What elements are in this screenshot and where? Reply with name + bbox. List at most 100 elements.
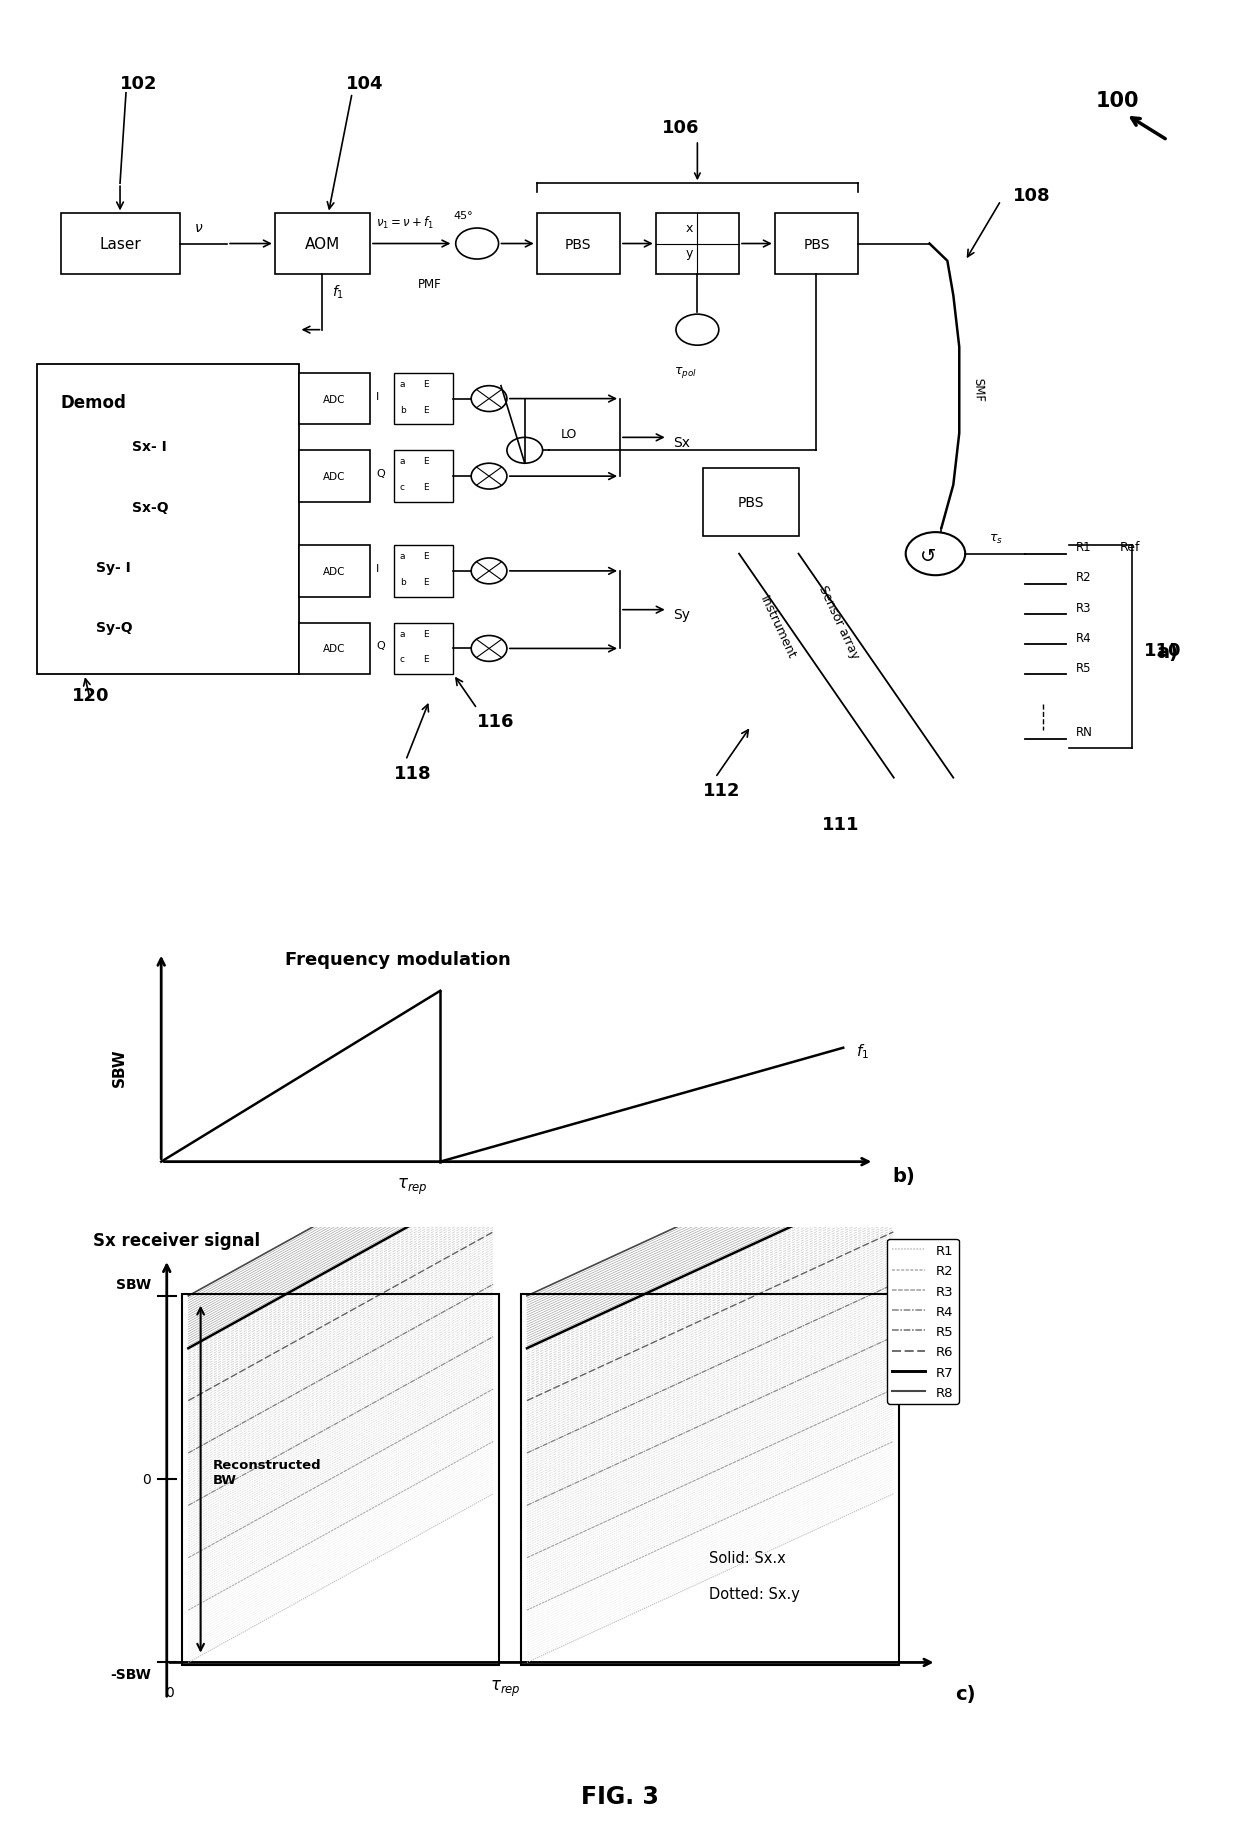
Bar bbox=[394, 623, 454, 674]
Text: Frequency modulation: Frequency modulation bbox=[285, 951, 511, 969]
Circle shape bbox=[471, 559, 507, 584]
Text: 120: 120 bbox=[72, 687, 110, 705]
Bar bbox=[182, 1293, 500, 1665]
Text: PMF: PMF bbox=[418, 277, 441, 291]
Text: Demod: Demod bbox=[61, 394, 126, 412]
Text: b: b bbox=[399, 405, 405, 414]
Text: R4: R4 bbox=[1076, 632, 1091, 645]
Text: ADC: ADC bbox=[324, 645, 346, 654]
Legend: R1, R2, R3, R4, R5, R6, R7, R8: R1, R2, R3, R4, R5, R6, R7, R8 bbox=[887, 1238, 959, 1405]
Text: 110: 110 bbox=[1143, 641, 1182, 660]
Text: Sy: Sy bbox=[673, 608, 691, 621]
Text: PBS: PBS bbox=[804, 238, 830, 251]
Text: Reconstructed
BW: Reconstructed BW bbox=[213, 1458, 321, 1486]
Text: x: x bbox=[686, 222, 693, 234]
Text: R5: R5 bbox=[1076, 661, 1091, 674]
Text: 0: 0 bbox=[165, 1685, 174, 1700]
Bar bbox=[394, 451, 454, 502]
Text: $\nu_1= \nu + f_1$: $\nu_1= \nu + f_1$ bbox=[376, 214, 434, 231]
Text: -SBW: -SBW bbox=[110, 1667, 151, 1682]
Circle shape bbox=[471, 463, 507, 489]
Bar bbox=[299, 546, 370, 597]
Text: R3: R3 bbox=[1076, 601, 1091, 614]
Text: 108: 108 bbox=[1013, 187, 1050, 205]
Text: ADC: ADC bbox=[324, 394, 346, 405]
Text: a): a) bbox=[1156, 643, 1178, 661]
Text: 106: 106 bbox=[662, 119, 699, 136]
Text: $\nu$: $\nu$ bbox=[193, 220, 203, 234]
Text: Laser: Laser bbox=[99, 236, 141, 251]
Text: Sx-Q: Sx-Q bbox=[131, 500, 169, 515]
Text: a: a bbox=[399, 628, 405, 638]
Text: $\tau_{rep}$: $\tau_{rep}$ bbox=[490, 1678, 521, 1698]
Bar bbox=[656, 214, 739, 275]
Bar bbox=[394, 546, 454, 597]
Text: ADC: ADC bbox=[324, 473, 346, 482]
Text: E: E bbox=[424, 379, 429, 388]
Text: 112: 112 bbox=[703, 782, 740, 799]
Bar bbox=[299, 374, 370, 425]
Text: c: c bbox=[399, 656, 404, 663]
Text: E: E bbox=[424, 484, 429, 491]
Text: AOM: AOM bbox=[305, 236, 340, 251]
Bar bbox=[275, 214, 370, 275]
Text: c): c) bbox=[955, 1684, 976, 1704]
Bar bbox=[61, 214, 180, 275]
Text: Q: Q bbox=[376, 469, 384, 478]
Text: $\tau_{rep}$: $\tau_{rep}$ bbox=[397, 1176, 428, 1196]
Text: Solid: Sx.x: Solid: Sx.x bbox=[708, 1550, 785, 1565]
Text: a: a bbox=[399, 456, 405, 465]
Circle shape bbox=[676, 315, 719, 346]
Text: Sy- I: Sy- I bbox=[97, 561, 131, 575]
Text: 104: 104 bbox=[346, 75, 383, 93]
Text: I: I bbox=[376, 392, 379, 401]
Text: PBS: PBS bbox=[738, 496, 764, 509]
Text: ↺: ↺ bbox=[920, 546, 936, 566]
Text: $\tau_s$: $\tau_s$ bbox=[990, 533, 1003, 546]
Text: LO: LO bbox=[560, 429, 577, 442]
Text: Dotted: Sx.y: Dotted: Sx.y bbox=[708, 1587, 800, 1601]
Text: c: c bbox=[399, 484, 404, 491]
Circle shape bbox=[456, 229, 498, 260]
Text: I: I bbox=[376, 564, 379, 573]
Text: E: E bbox=[424, 577, 429, 586]
Text: Sensor array: Sensor array bbox=[816, 583, 862, 661]
Text: $f_1$: $f_1$ bbox=[856, 1042, 869, 1061]
Text: E: E bbox=[424, 456, 429, 465]
Text: SBW: SBW bbox=[117, 1277, 151, 1292]
Text: a: a bbox=[399, 379, 405, 388]
Text: Sx receiver signal: Sx receiver signal bbox=[93, 1231, 260, 1249]
Text: 111: 111 bbox=[822, 815, 859, 834]
Text: y: y bbox=[686, 247, 693, 260]
Text: b: b bbox=[399, 577, 405, 586]
Text: E: E bbox=[424, 551, 429, 561]
Bar bbox=[703, 469, 799, 537]
Text: RN: RN bbox=[1076, 725, 1092, 738]
Bar bbox=[394, 374, 454, 425]
Text: $f_1$: $f_1$ bbox=[332, 284, 343, 300]
Bar bbox=[37, 365, 299, 674]
Text: Instrument: Instrument bbox=[756, 594, 797, 661]
Bar bbox=[299, 623, 370, 674]
Text: 45°: 45° bbox=[454, 211, 472, 220]
Bar bbox=[521, 1293, 899, 1665]
Text: Sx: Sx bbox=[673, 436, 691, 449]
Text: PBS: PBS bbox=[565, 238, 591, 251]
Text: R2: R2 bbox=[1076, 572, 1091, 584]
Text: 102: 102 bbox=[120, 75, 157, 93]
Text: 118: 118 bbox=[394, 764, 432, 782]
Text: Sy-Q: Sy-Q bbox=[97, 621, 133, 636]
Circle shape bbox=[507, 438, 543, 463]
Text: a: a bbox=[399, 551, 405, 561]
Bar bbox=[775, 214, 858, 275]
Text: FIG. 3: FIG. 3 bbox=[582, 1784, 658, 1808]
Bar bbox=[537, 214, 620, 275]
Text: Sx- I: Sx- I bbox=[131, 440, 166, 454]
Circle shape bbox=[471, 387, 507, 412]
Bar bbox=[299, 451, 370, 502]
Text: ADC: ADC bbox=[324, 566, 346, 577]
Text: E: E bbox=[424, 628, 429, 638]
Circle shape bbox=[471, 636, 507, 661]
Text: 100: 100 bbox=[1096, 90, 1140, 110]
Text: 0: 0 bbox=[143, 1473, 151, 1486]
